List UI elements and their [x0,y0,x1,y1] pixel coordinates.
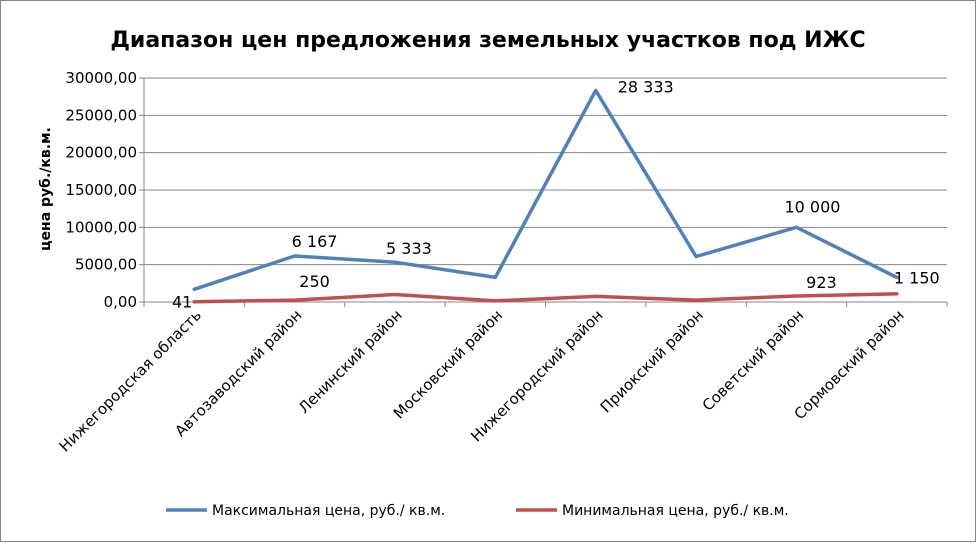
data-label: 6 167 [292,232,338,251]
series-line-min [194,294,897,302]
x-tick-label: Московский район [390,306,506,422]
data-label: 28 333 [618,77,674,96]
data-label: 41 [172,293,192,312]
legend-label-max: Максимальная цена, руб./ кв.м. [212,503,445,519]
data-labels: 6 167 5 333 28 333 10 000 1 150 41 250 923 [172,77,940,311]
data-label: 1 150 [894,268,940,287]
y-tick-label: 5000,00 [75,256,137,274]
y-tick-label: 10000,00 [65,218,137,236]
y-axis-ticks: 0,00 5000,00 10000,00 15000,00 20000,00 25000… [65,69,137,311]
chart-title: Диапазон цен предложения земельных участ… [110,28,865,53]
y-tick-label: 20000,00 [65,144,137,162]
x-tick-label: Сормовский район [791,306,908,423]
data-label: 923 [806,273,837,292]
y-tick-label: 0,00 [104,293,137,311]
y-axis-label: цена руб./кв.м. [38,127,54,251]
series-lines [194,90,897,301]
y-tick-label: 30000,00 [65,69,137,87]
legend-label-min: Минимальная цена, руб./ кв.м. [562,503,789,519]
legend: Максимальная цена, руб./ кв.м. Минимальн… [166,503,789,519]
x-tick-label: Приокский район [597,306,707,416]
y-tick-label: 15000,00 [65,181,137,199]
data-label: 10 000 [784,197,840,216]
x-tick-label: Ленинский район [295,306,406,417]
y-tick-label: 25000,00 [65,106,137,124]
x-tick-label: Советский район [699,306,808,415]
data-label: 250 [299,272,330,291]
data-label: 5 333 [386,239,432,258]
